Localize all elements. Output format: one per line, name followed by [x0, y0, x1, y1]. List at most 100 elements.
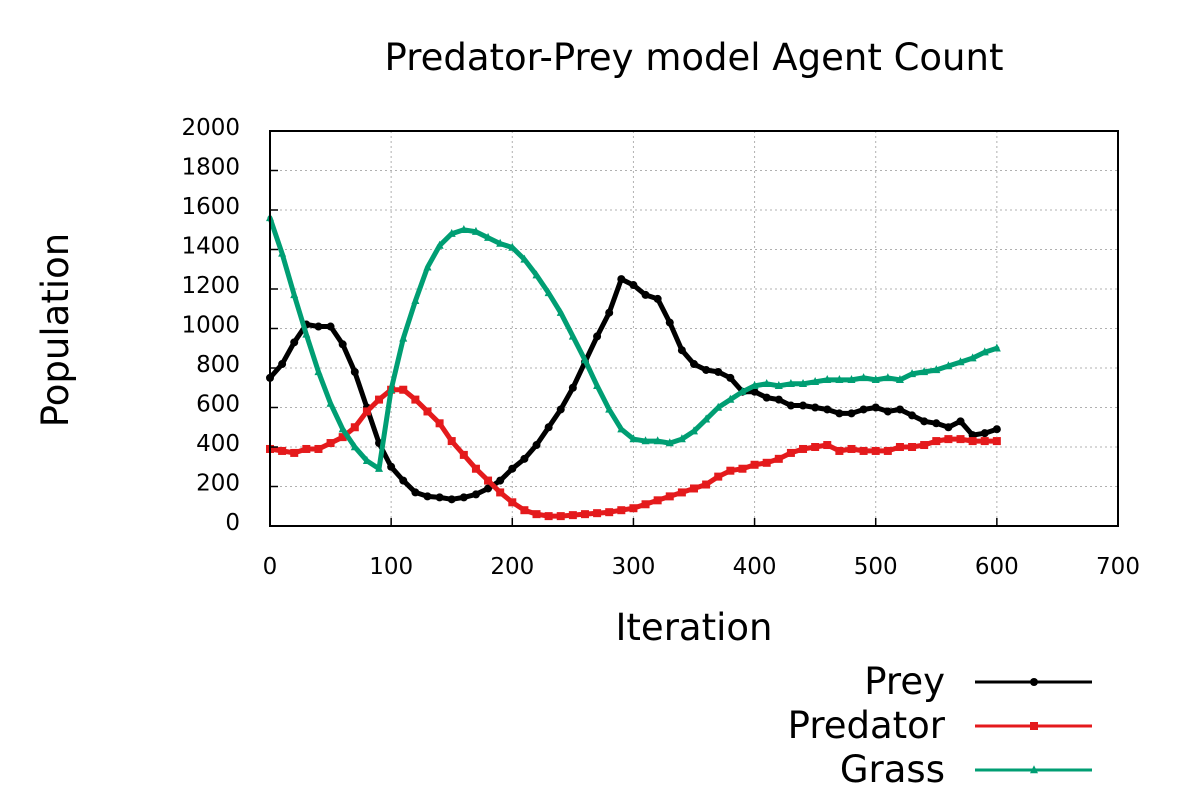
- predator-point: [871, 446, 880, 455]
- x-tick-label: 200: [490, 554, 534, 580]
- predator-point: [362, 407, 371, 416]
- predator-point: [895, 443, 904, 451]
- grass-point: [774, 380, 783, 389]
- grass-point: [338, 424, 347, 433]
- prey-point: [799, 401, 808, 410]
- prey-point: [290, 338, 299, 347]
- grass-point: [786, 379, 795, 387]
- grass-point: [459, 224, 468, 233]
- prey-point: [847, 409, 856, 418]
- prey-point: [399, 476, 408, 485]
- prey-point: [641, 290, 650, 299]
- predator-point: [520, 506, 529, 515]
- grass-series: [266, 213, 1001, 472]
- predator-point: [605, 508, 614, 517]
- prey-point: [459, 493, 468, 502]
- grass-point: [908, 369, 917, 378]
- predator-point: [338, 433, 347, 442]
- prey-point: [617, 275, 626, 284]
- legend-marker-predator: [1030, 722, 1038, 730]
- predator-point: [932, 437, 941, 446]
- predator-point: [641, 500, 650, 509]
- prey-point: [786, 401, 795, 410]
- grass-point: [883, 373, 892, 382]
- grass-point: [847, 375, 856, 384]
- prey-point: [350, 367, 359, 376]
- grass-point: [290, 290, 299, 299]
- grass-point: [726, 394, 735, 403]
- prey-point: [520, 454, 529, 463]
- grass-point: [968, 353, 977, 362]
- predator-point: [447, 437, 456, 446]
- prey-point: [593, 332, 602, 341]
- grass-point: [992, 343, 1001, 352]
- predator-point: [314, 444, 323, 453]
- predator-point: [835, 446, 844, 455]
- grass-point: [423, 262, 432, 271]
- prey-point: [544, 423, 553, 432]
- grass-point: [617, 424, 626, 433]
- prey-point: [508, 464, 517, 473]
- grass-point: [556, 307, 565, 316]
- x-tick-label: 700: [1096, 554, 1140, 580]
- grass-point: [593, 380, 602, 389]
- predator-point: [629, 504, 638, 513]
- x-axis-ticks: 0 100 200 300 400 500 600 700: [263, 518, 1140, 580]
- grass-point: [435, 240, 444, 249]
- prey-point: [835, 409, 844, 418]
- y-tick-label: 1600: [181, 194, 240, 220]
- grass-point: [326, 398, 335, 407]
- legend-item-predator: Predator: [788, 704, 1092, 747]
- prey-point: [677, 346, 686, 355]
- predator-point: [290, 448, 299, 457]
- predator-point: [617, 506, 626, 515]
- predator-point: [665, 492, 674, 501]
- prey-point: [811, 403, 820, 412]
- grass-point: [665, 438, 674, 447]
- predator-point: [799, 444, 808, 453]
- predator-point: [774, 454, 783, 463]
- y-tick-label: 200: [196, 471, 240, 497]
- y-tick-label: 0: [225, 510, 240, 536]
- chart-title: Predator-Prey model Agent Count: [385, 36, 1004, 79]
- prey-point: [605, 308, 614, 317]
- predator-point: [762, 458, 771, 467]
- grass-point: [629, 434, 638, 443]
- predator-point: [653, 496, 662, 505]
- prey-point: [726, 373, 735, 382]
- prey-series: [266, 275, 1001, 504]
- grass-point: [920, 367, 929, 376]
- series-layer: [266, 213, 1001, 521]
- predator-point: [908, 443, 917, 451]
- predator-point: [411, 395, 420, 404]
- predator-point: [883, 446, 892, 455]
- prey-point: [387, 462, 396, 471]
- prey-point: [762, 393, 771, 402]
- grass-point: [278, 248, 287, 257]
- y-tick-label: 1800: [181, 155, 240, 181]
- predator-point: [980, 437, 989, 446]
- prey-point: [859, 405, 868, 414]
- prey-point: [556, 405, 565, 414]
- predator-point: [968, 437, 977, 446]
- prey-point: [690, 360, 698, 369]
- grass-point: [544, 288, 553, 297]
- prey-point: [278, 360, 287, 369]
- grass-point: [399, 333, 408, 342]
- grass-point: [811, 377, 820, 386]
- predator-point: [532, 510, 541, 519]
- legend-marker-grass: [1030, 765, 1038, 774]
- prey-point: [532, 441, 541, 450]
- y-tick-label: 2000: [181, 115, 240, 141]
- predator-point: [350, 423, 359, 432]
- y-axis-label: Population: [34, 233, 77, 427]
- grass-point: [496, 238, 505, 247]
- predator-point: [859, 446, 868, 455]
- grass-point: [471, 226, 480, 235]
- grass-point: [508, 242, 517, 251]
- prey-point: [895, 405, 904, 414]
- prey-point: [750, 387, 759, 396]
- predator-point: [920, 441, 929, 450]
